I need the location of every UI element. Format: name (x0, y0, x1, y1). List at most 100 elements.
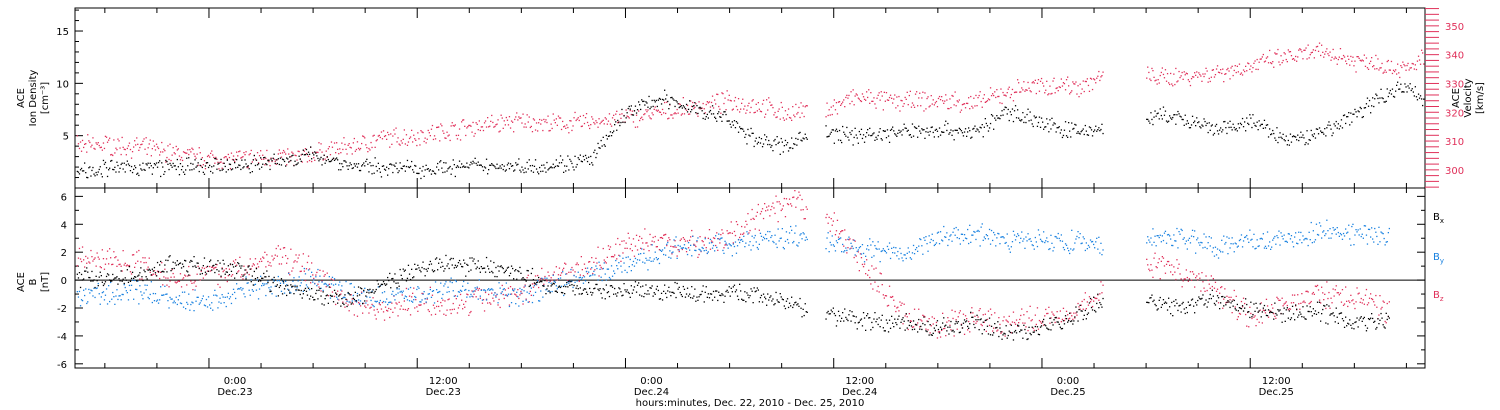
velocity-point (874, 103, 876, 105)
bz-point (1373, 301, 1375, 303)
bz-point (128, 264, 131, 267)
ion-density-point (1275, 139, 1277, 141)
velocity-point (596, 121, 598, 124)
velocity-point (492, 121, 494, 124)
ion-density-point (548, 168, 550, 170)
ion-density-point (957, 132, 959, 134)
velocity-point (399, 144, 401, 146)
ion-density-point (1310, 129, 1312, 132)
bz-point (1071, 315, 1073, 317)
velocity-point (772, 107, 774, 109)
velocity-point (112, 154, 114, 157)
velocity-point (702, 102, 704, 105)
ion-density-point (1285, 135, 1287, 137)
by-point (336, 296, 338, 298)
by-point (659, 249, 662, 251)
by-point (467, 282, 469, 284)
velocity-point (996, 89, 998, 91)
bz-point (272, 259, 274, 261)
velocity-point (1381, 62, 1383, 65)
ion-density-point (677, 103, 679, 105)
bz-point (1366, 304, 1369, 306)
ion-density-point (99, 166, 101, 168)
bz-point (1096, 297, 1098, 300)
ion-density-point (113, 169, 115, 171)
velocity-point (845, 96, 847, 99)
ion-density-point (984, 118, 986, 120)
ion-density-point (734, 127, 737, 129)
ion-density-point (209, 164, 211, 167)
ion-density-point (296, 163, 298, 165)
velocity-point (913, 106, 916, 108)
ion-density-point (896, 135, 898, 137)
by-point (146, 284, 148, 286)
by-point (1028, 238, 1030, 241)
by-point (416, 288, 418, 291)
by-point (673, 239, 675, 241)
velocity-point (96, 143, 98, 145)
velocity-point (988, 99, 991, 101)
ion-density-point (120, 163, 122, 166)
ion-density-point (226, 159, 228, 161)
bz-point (1150, 264, 1152, 266)
velocity-point (1050, 93, 1052, 95)
bz-point (1187, 280, 1189, 282)
ion-density-point (1069, 130, 1071, 132)
by-point (865, 255, 867, 257)
ion-density-point (666, 94, 668, 96)
velocity-point (1077, 85, 1079, 87)
velocity-point (472, 121, 474, 124)
ion-density-point (1421, 98, 1423, 100)
bz-point (440, 301, 442, 304)
bz-point (173, 276, 175, 278)
bz-point (570, 271, 572, 273)
velocity-point (971, 105, 973, 107)
ion-density-point (1354, 108, 1356, 111)
by-point (97, 282, 99, 285)
ion-density-point (736, 122, 739, 124)
ion-density-point (195, 166, 197, 168)
velocity-point (1325, 50, 1327, 53)
ion-density-point (939, 134, 942, 136)
bz-point (1048, 306, 1050, 308)
by-point (1241, 246, 1244, 248)
by-point (1202, 247, 1204, 249)
velocity-point (320, 143, 322, 145)
bz-point (990, 314, 993, 316)
velocity-point (483, 122, 486, 124)
ion-density-point (1034, 117, 1036, 119)
velocity-point (1213, 76, 1216, 78)
top-left-axis-label: ACE (16, 88, 27, 108)
velocity-point (1075, 81, 1077, 83)
bz-point (176, 281, 178, 283)
velocity-point (359, 147, 362, 150)
by-point (908, 251, 910, 253)
ion-density-point (272, 157, 274, 159)
velocity-point (461, 121, 463, 123)
bz-point (634, 245, 637, 247)
ion-density-point (466, 162, 468, 164)
ion-density-point (785, 144, 788, 146)
velocity-point (1177, 80, 1179, 82)
bz-point (741, 225, 743, 228)
by-point (1071, 229, 1073, 231)
by-point (1033, 248, 1035, 250)
by-point (1191, 229, 1194, 231)
by-point (801, 238, 803, 240)
velocity-point (1038, 90, 1041, 92)
by-point (1020, 237, 1022, 239)
bz-point (1082, 308, 1084, 310)
bz-point (859, 253, 862, 255)
by-point (196, 296, 198, 298)
velocity-point (628, 117, 630, 119)
bz-point (911, 326, 914, 328)
bz-point (614, 254, 616, 256)
bz-point (742, 233, 744, 235)
ion-density-point (568, 169, 570, 171)
ion-density-point (1364, 107, 1367, 109)
bz-point (756, 211, 758, 213)
velocity-point (247, 166, 249, 168)
bz-point (720, 234, 722, 236)
velocity-point (87, 134, 89, 136)
